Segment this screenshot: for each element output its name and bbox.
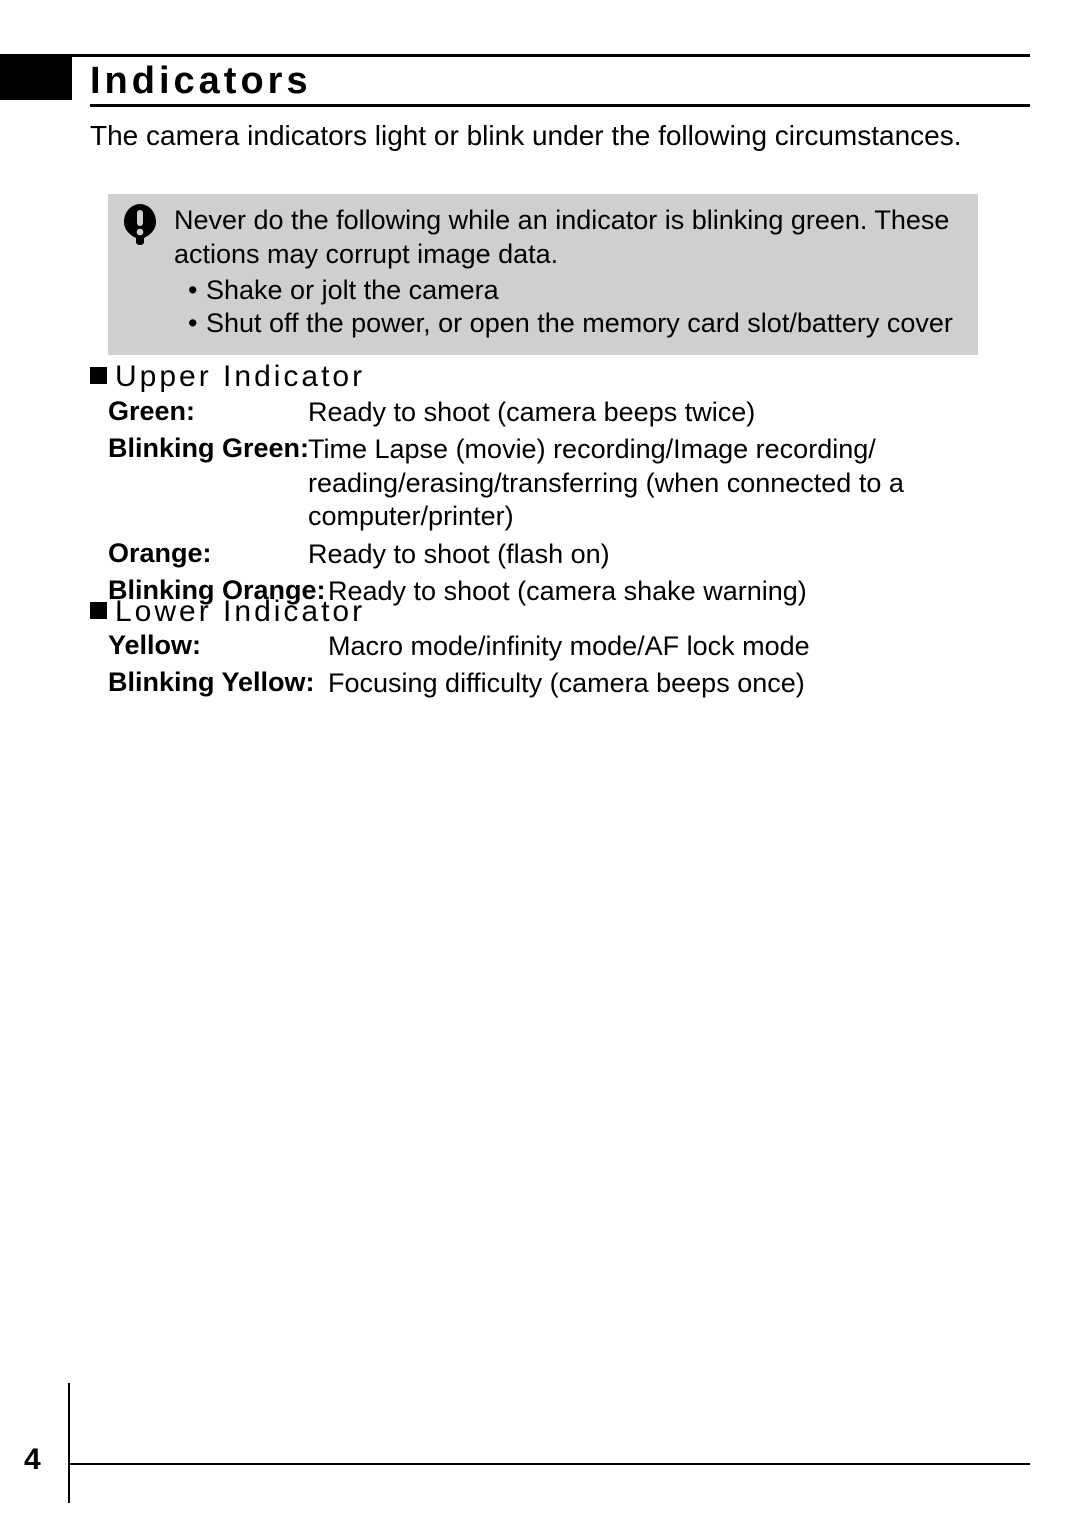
footer-rule-horizontal — [68, 1463, 1030, 1465]
upper-indicator-heading: Upper Indicator — [90, 360, 365, 394]
warning-item: Shut off the power, or open the memory c… — [188, 307, 960, 341]
caution-icon — [118, 202, 162, 246]
table-row: Yellow: Macro mode/infinity mode/AF lock… — [108, 630, 988, 663]
warning-lead: Never do the following while an indicato… — [174, 204, 960, 272]
upper-indicator-table: Green: Ready to shoot (camera beeps twic… — [108, 396, 988, 613]
intro-text: The camera indicators light or blink und… — [90, 118, 990, 153]
footer-rule-vertical — [68, 1383, 70, 1503]
lower-indicator-heading: Lower Indicator — [90, 595, 365, 629]
lower-indicator-table: Yellow: Macro mode/infinity mode/AF lock… — [108, 630, 988, 705]
warning-box: Never do the following while an indicato… — [108, 194, 978, 355]
warning-list: Shake or jolt the camera Shut off the po… — [174, 274, 960, 342]
page-number: 4 — [24, 1443, 41, 1477]
page-title: Indicators — [90, 60, 312, 103]
row-label: Yellow: — [108, 630, 328, 661]
row-label: Orange: — [108, 538, 308, 569]
heading-text: Upper Indicator — [115, 360, 365, 393]
row-desc: Focusing difficulty (camera beeps once) — [328, 667, 805, 700]
table-row: Green: Ready to shoot (camera beeps twic… — [108, 396, 988, 429]
row-label: Blinking Yellow: — [108, 667, 328, 698]
section-tab — [0, 54, 72, 100]
table-row: Orange: Ready to shoot (flash on) — [108, 538, 988, 571]
heading-text: Lower Indicator — [115, 595, 365, 628]
square-bullet-icon — [90, 367, 107, 384]
top-rule — [0, 54, 1030, 57]
title-underline — [90, 104, 1030, 107]
row-desc: Ready to shoot (flash on) — [308, 538, 610, 571]
row-label: Blinking Green: — [108, 433, 308, 464]
row-label: Green: — [108, 396, 308, 427]
row-desc: Time Lapse (movie) recording/Image recor… — [308, 433, 988, 533]
row-desc: Ready to shoot (camera shake warning) — [328, 575, 807, 608]
table-row: Blinking Yellow: Focusing difficulty (ca… — [108, 667, 988, 700]
table-row: Blinking Green: Time Lapse (movie) recor… — [108, 433, 988, 533]
row-desc: Macro mode/infinity mode/AF lock mode — [328, 630, 810, 663]
manual-page: Indicators The camera indicators light o… — [0, 0, 1080, 1521]
square-bullet-icon — [90, 602, 107, 619]
warning-item: Shake or jolt the camera — [188, 274, 960, 308]
row-desc: Ready to shoot (camera beeps twice) — [308, 396, 755, 429]
